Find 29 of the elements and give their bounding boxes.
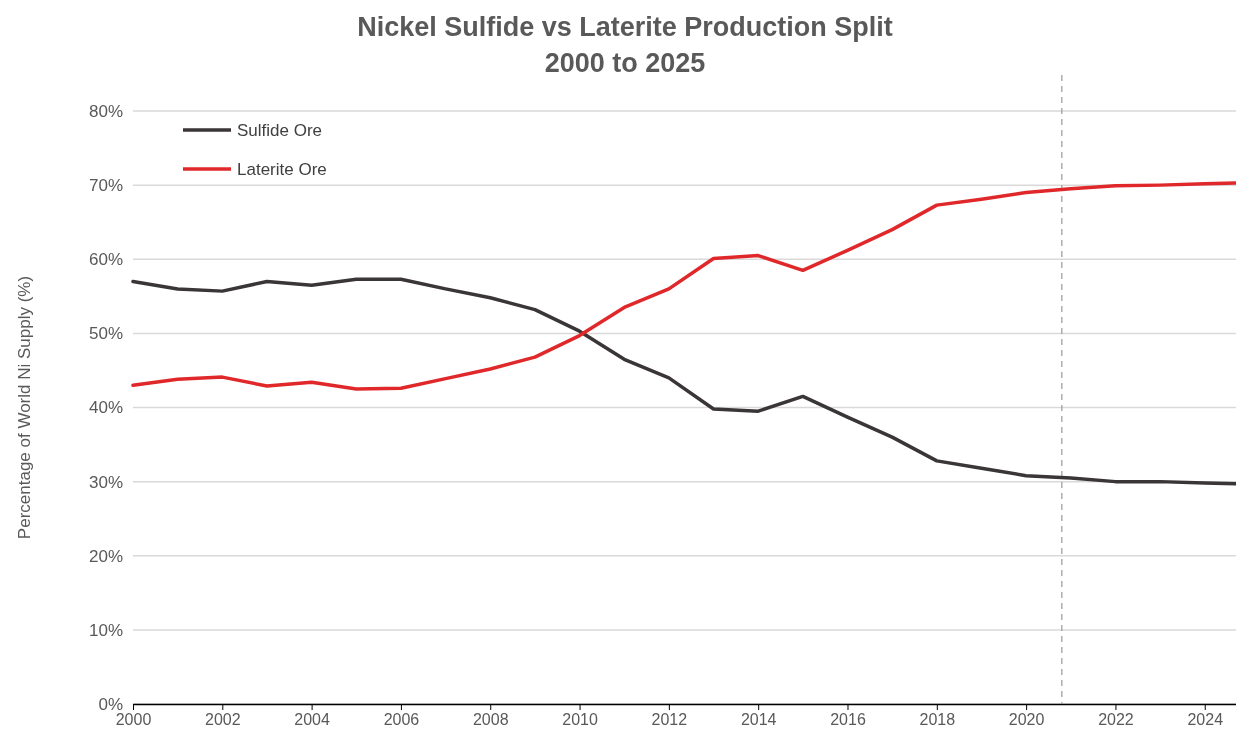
y-tick-label: 50%: [88, 324, 123, 344]
y-tick-label: 10%: [88, 620, 123, 640]
y-tick-label: 60%: [88, 250, 123, 270]
chart-title: Nickel Sulfide vs Laterite Production Split: [357, 12, 893, 42]
y-tick-label: 80%: [88, 101, 123, 121]
y-tick-label: 0%: [98, 694, 123, 714]
x-tick-label: 2012: [651, 711, 688, 729]
x-tick-label: 2018: [919, 711, 956, 729]
x-tick-label: 2020: [1008, 711, 1045, 729]
y-tick-label: 30%: [88, 472, 123, 492]
x-tick-label: 2006: [383, 711, 420, 729]
x-tick-label: 2022: [1098, 711, 1134, 729]
legend-label: Sulfide Ore: [237, 121, 323, 140]
x-tick-label: 2016: [830, 711, 866, 729]
x-tick-label: 2014: [740, 711, 777, 729]
x-tick-label: 2004: [294, 711, 331, 729]
x-tick-label: 2024: [1187, 711, 1224, 729]
chart-subtitle: 2000 to 2025: [544, 48, 706, 78]
y-tick-label: 20%: [88, 546, 123, 566]
y-tick-label: 40%: [88, 398, 123, 418]
x-tick-label: 2008: [472, 711, 509, 729]
line-series: [131, 181, 1236, 391]
legend-label: Laterite Ore: [237, 160, 327, 179]
x-tick-label: 2010: [562, 711, 598, 729]
y-axis-title: Percentage of World Ni Supply (%): [15, 275, 34, 540]
x-tick-label: 2000: [115, 711, 152, 729]
line-series: [131, 277, 1236, 486]
y-tick-label: 70%: [88, 176, 123, 196]
x-tick-label: 2002: [205, 711, 241, 729]
